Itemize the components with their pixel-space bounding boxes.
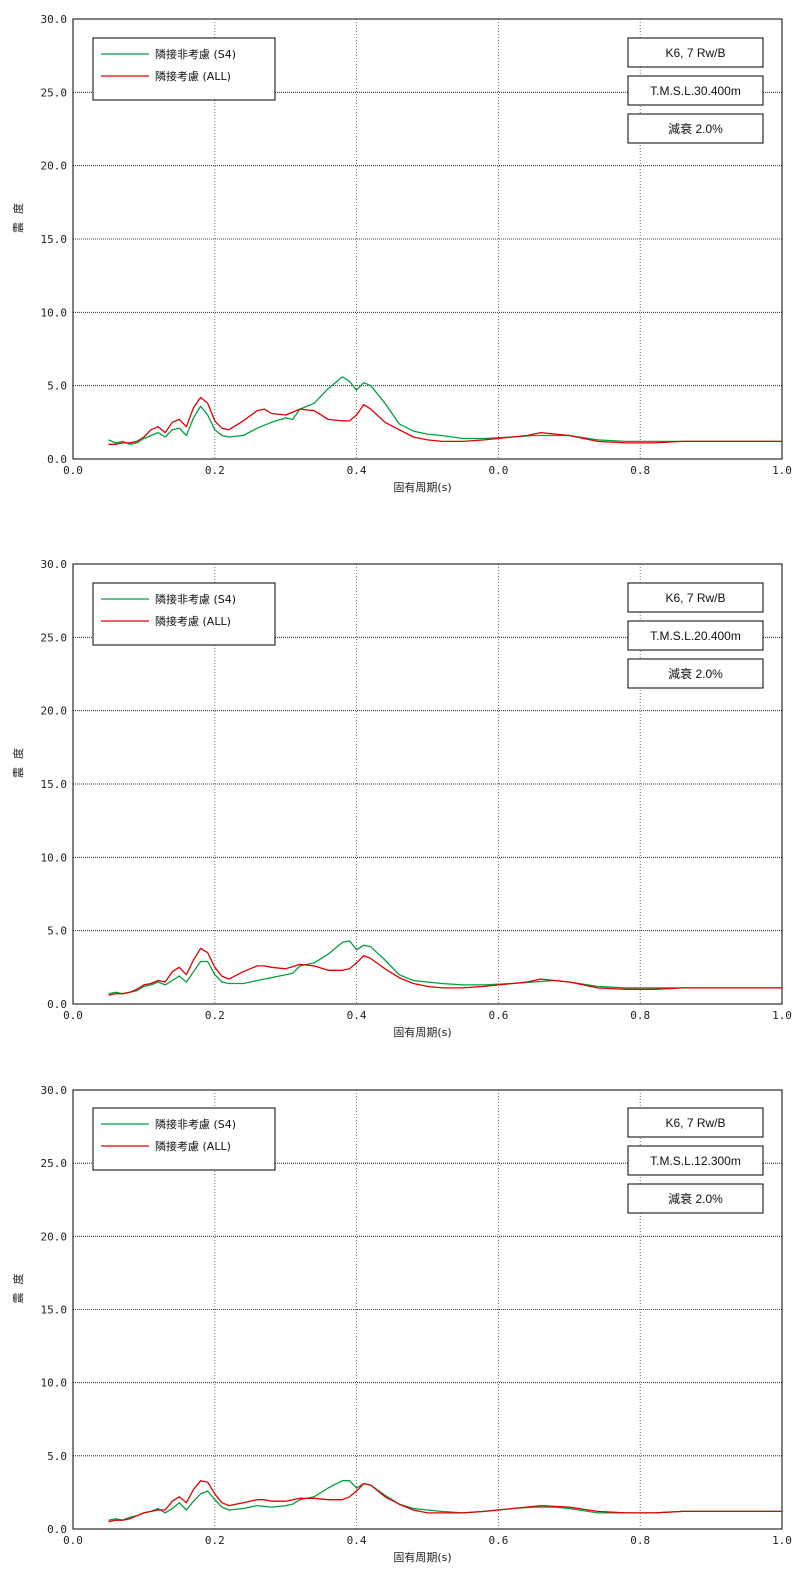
x-tick-label: 0.0 <box>488 464 508 477</box>
info-box-text: K6, 7 Rw/B <box>665 46 725 60</box>
x-tick-label: 0.4 <box>347 1534 367 1547</box>
info-box-text: 減衰 2.0% <box>668 1191 723 1206</box>
y-tick-label: 0.0 <box>47 998 67 1011</box>
legend-label: 隣接考慮 (ALL) <box>155 69 231 83</box>
x-tick-label: 0.4 <box>347 1009 367 1022</box>
info-box-text: K6, 7 Rw/B <box>665 591 725 605</box>
y-tick-label: 25.0 <box>41 1157 68 1170</box>
y-tick-label: 20.0 <box>41 1230 68 1243</box>
y-axis-label: 震度 <box>11 195 25 233</box>
series-line-s4 <box>108 940 782 995</box>
x-tick-label: 1.0 <box>772 1534 792 1547</box>
x-tick-label: 0.2 <box>205 464 225 477</box>
x-tick-label: 1.0 <box>772 1009 792 1022</box>
x-tick-label: 0.0 <box>63 1534 83 1547</box>
x-tick-label: 0.2 <box>205 1534 225 1547</box>
info-box <box>627 1145 764 1176</box>
y-tick-label: 0.0 <box>47 1523 67 1536</box>
x-tick-label: 0.6 <box>488 1009 508 1022</box>
x-tick-label: 0.0 <box>63 1009 83 1022</box>
series-line-all <box>108 396 782 445</box>
x-tick-label: 0.4 <box>347 464 367 477</box>
response-spectrum-chart-1: 0.0 5.0 10.0 15.0 20.0 25.0 30.0 0.0 0.2 0.4 0.0 0.… <box>0 0 810 510</box>
legend-box <box>92 582 276 646</box>
x-tick-label: 0.8 <box>630 464 650 477</box>
x-tick-label: 0.0 <box>63 464 83 477</box>
y-tick-label: 5.0 <box>47 925 67 938</box>
response-spectrum-chart-3: 0.0 5.0 10.0 15.0 20.0 25.0 30.0 0.0 0.2 0.4 0.6 0.… <box>0 1075 810 1592</box>
info-box <box>627 113 764 144</box>
info-box <box>627 582 764 613</box>
info-box <box>627 658 764 689</box>
y-tick-label: 20.0 <box>41 160 68 173</box>
x-axis-label: 固有周期(s) <box>393 1025 451 1039</box>
series-line-s4 <box>108 376 782 445</box>
x-tick-label: 1.0 <box>772 464 792 477</box>
series-line-all <box>108 947 782 996</box>
x-tick-label: 0.2 <box>205 1009 225 1022</box>
y-axis-label: 震度 <box>11 1266 25 1304</box>
legend-label: 隣接考慮 (ALL) <box>155 1139 231 1153</box>
y-tick-label: 10.0 <box>41 306 68 319</box>
info-box-text: 減衰 2.0% <box>668 666 723 681</box>
x-tick-label: 0.8 <box>630 1009 650 1022</box>
y-axis-label: 震度 <box>11 740 25 778</box>
response-spectrum-chart-2: 0.0 5.0 10.0 15.0 20.0 25.0 30.0 0.0 0.2 0.4 0.6 0.… <box>0 545 810 1045</box>
y-tick-label: 20.0 <box>41 705 68 718</box>
chart-svg: 0.0 5.0 10.0 15.0 20.0 25.0 30.0 0.0 0.2 0.4 0.0 0.… <box>11 13 792 494</box>
info-box-text: K6, 7 Rw/B <box>665 1116 725 1130</box>
y-tick-label: 15.0 <box>41 778 68 791</box>
legend-label: 隣接非考慮 (S4) <box>155 47 236 61</box>
x-tick-label: 0.8 <box>630 1534 650 1547</box>
y-tick-label: 10.0 <box>41 1377 68 1390</box>
info-box <box>627 37 764 68</box>
legend-label: 隣接非考慮 (S4) <box>155 1117 236 1131</box>
y-tick-label: 25.0 <box>41 86 68 99</box>
legend-box <box>92 1107 276 1171</box>
y-tick-label: 30.0 <box>41 558 68 571</box>
info-box-text: T.M.S.L.12.300m <box>650 1154 741 1168</box>
info-box-text: 減衰 2.0% <box>668 121 723 136</box>
y-tick-label: 5.0 <box>47 380 67 393</box>
info-box <box>627 75 764 106</box>
info-box-text: T.M.S.L.20.400m <box>650 629 741 643</box>
y-tick-label: 15.0 <box>41 233 68 246</box>
legend-label: 隣接考慮 (ALL) <box>155 614 231 628</box>
y-tick-label: 15.0 <box>41 1304 68 1317</box>
y-tick-label: 0.0 <box>47 453 67 466</box>
x-axis-label: 固有周期(s) <box>393 480 451 494</box>
series-line-s4 <box>108 1480 782 1521</box>
legend-label: 隣接非考慮 (S4) <box>155 592 236 606</box>
chart-svg: 0.0 5.0 10.0 15.0 20.0 25.0 30.0 0.0 0.2 0.4 0.6 0.… <box>11 1084 792 1564</box>
y-tick-label: 10.0 <box>41 851 68 864</box>
chart-svg: 0.0 5.0 10.0 15.0 20.0 25.0 30.0 0.0 0.2 0.4 0.6 0.… <box>11 558 792 1039</box>
series-line-all <box>108 1480 782 1523</box>
info-box <box>627 1183 764 1214</box>
info-box <box>627 620 764 651</box>
info-box-text: T.M.S.L.30.400m <box>650 84 741 98</box>
legend-box <box>92 37 276 101</box>
y-tick-label: 25.0 <box>41 631 68 644</box>
y-tick-label: 30.0 <box>41 1084 68 1097</box>
info-box <box>627 1107 764 1138</box>
x-tick-label: 0.6 <box>488 1534 508 1547</box>
y-tick-label: 30.0 <box>41 13 68 26</box>
x-axis-label: 固有周期(s) <box>393 1550 451 1564</box>
y-tick-label: 5.0 <box>47 1450 67 1463</box>
